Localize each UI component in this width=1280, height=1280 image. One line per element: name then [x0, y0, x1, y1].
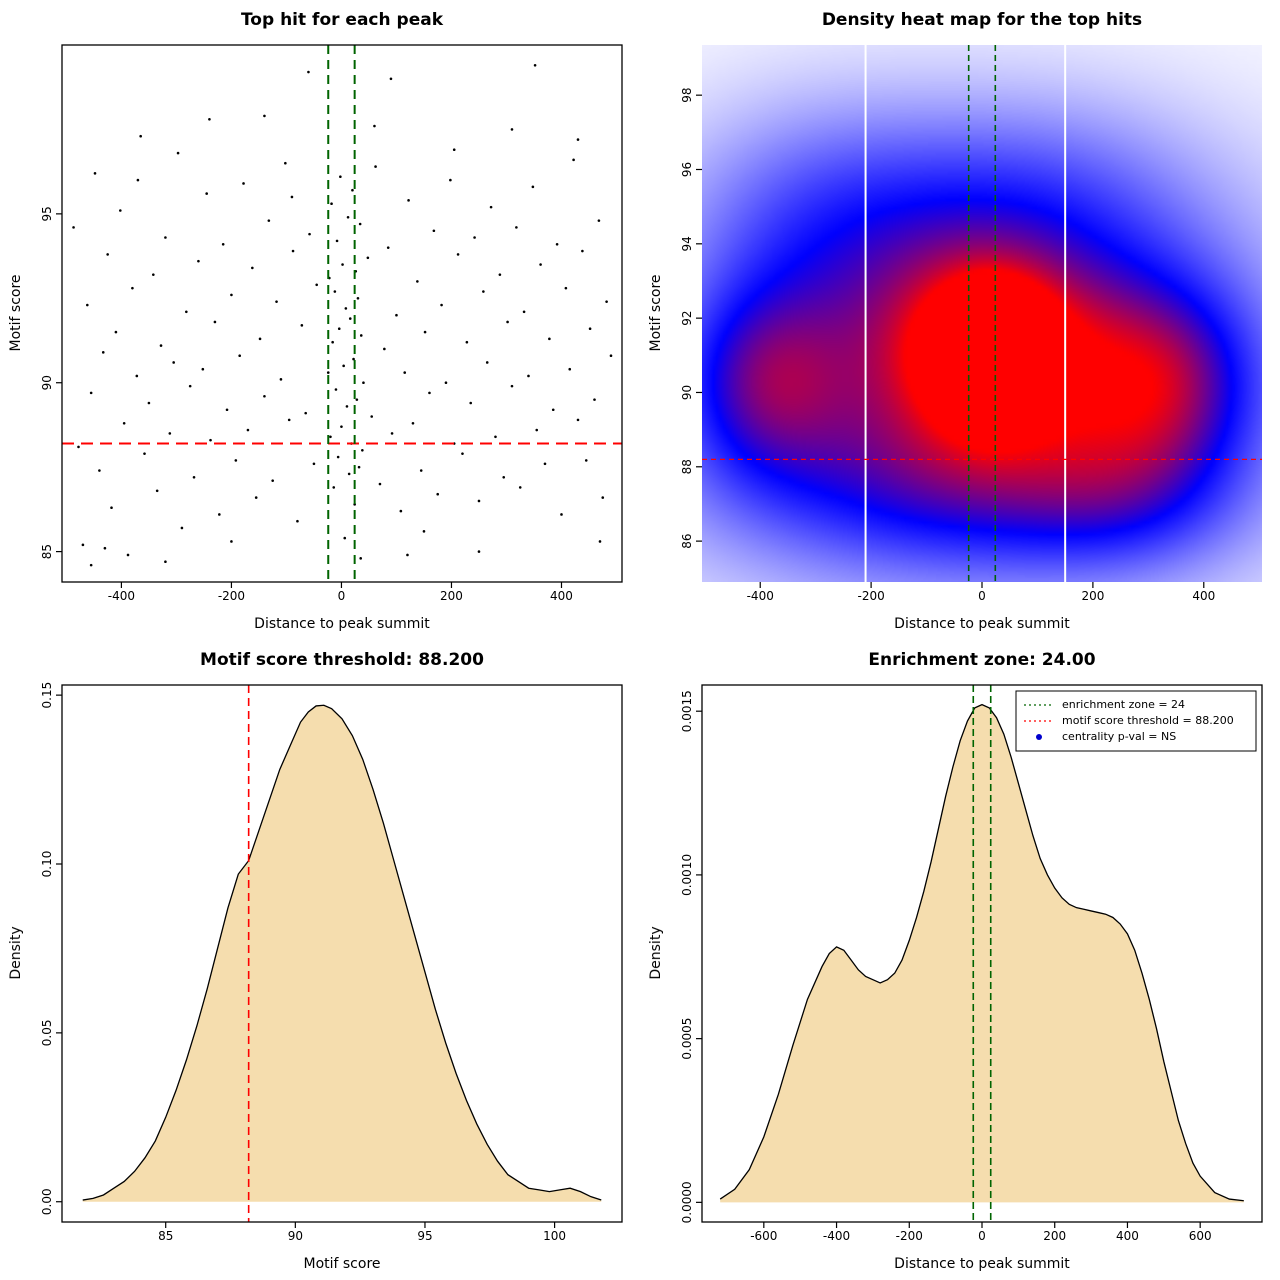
score-density-x-axis-label: Motif score	[303, 1256, 381, 1272]
heatmap-y-axis-label: Motif score	[648, 274, 664, 352]
heatmap-x-axis-label: Distance to peak summit	[894, 616, 1070, 632]
score-density-canvas	[0, 640, 640, 1280]
heatmap-title: Density heat map for the top hits	[821, 10, 1143, 30]
scatter-plot-canvas	[0, 0, 640, 640]
enrichment-y-axis-label: Density	[648, 926, 664, 980]
scatter-title: Top hit for each peak	[240, 10, 444, 30]
score-density-y-axis-label: Density	[8, 926, 24, 980]
enrichment-title: Enrichment zone: 24.00	[868, 650, 1096, 670]
score-density-title: Motif score threshold: 88.200	[200, 650, 484, 670]
distance-density-canvas	[640, 640, 1280, 1280]
enrichment-x-axis-label: Distance to peak summit	[894, 1256, 1070, 1272]
scatter-x-axis-label: Distance to peak summit	[254, 616, 430, 632]
heatmap-canvas	[640, 0, 1280, 640]
scatter-y-axis-label: Motif score	[8, 274, 24, 352]
panel-motif-score-density: Motif score threshold: 88.200 Density Mo…	[0, 640, 640, 1280]
panel-top-hits-scatter: Top hit for each peak Motif score Distan…	[0, 0, 640, 640]
panel-enrichment-zone-density: Enrichment zone: 24.00 Density Distance …	[640, 640, 1280, 1280]
panel-density-heatmap: Density heat map for the top hits Motif …	[640, 0, 1280, 640]
